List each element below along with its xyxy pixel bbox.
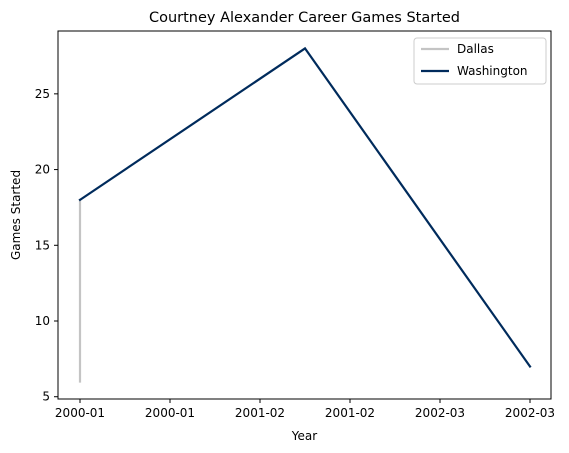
plot-area xyxy=(58,31,551,399)
chart-title: Courtney Alexander Career Games Started xyxy=(149,10,460,26)
y-tick-label: 25 xyxy=(35,87,50,101)
axes-layer: 5 10 15 20 25 2000-01 2000-01 2001-02 2001-02 200… xyxy=(35,30,555,420)
x-tick-label: 2000-01 xyxy=(55,406,105,420)
x-tick-label: 2002-03 xyxy=(415,406,465,420)
legend: Dallas Washington xyxy=(413,37,547,85)
legend-label-dallas: Dallas xyxy=(457,42,494,56)
axes-frame xyxy=(57,30,552,400)
series-layer xyxy=(78,46,532,383)
x-tick-label: 2001-02 xyxy=(235,406,285,420)
legend-label-washington: Washington xyxy=(457,64,528,78)
x-tick-label: 2000-01 xyxy=(145,406,195,420)
y-tick-label: 15 xyxy=(35,238,50,252)
y-tick-label: 10 xyxy=(35,314,50,328)
y-axis-label: Games Started xyxy=(9,170,23,260)
series-line-washington xyxy=(78,46,532,368)
x-tick-label: 2002-03 xyxy=(505,406,555,420)
y-tick-label: 20 xyxy=(35,163,50,177)
x-tick-label: 2001-02 xyxy=(325,406,375,420)
y-tick-label: 5 xyxy=(42,390,50,404)
x-axis-label: Year xyxy=(291,429,317,443)
